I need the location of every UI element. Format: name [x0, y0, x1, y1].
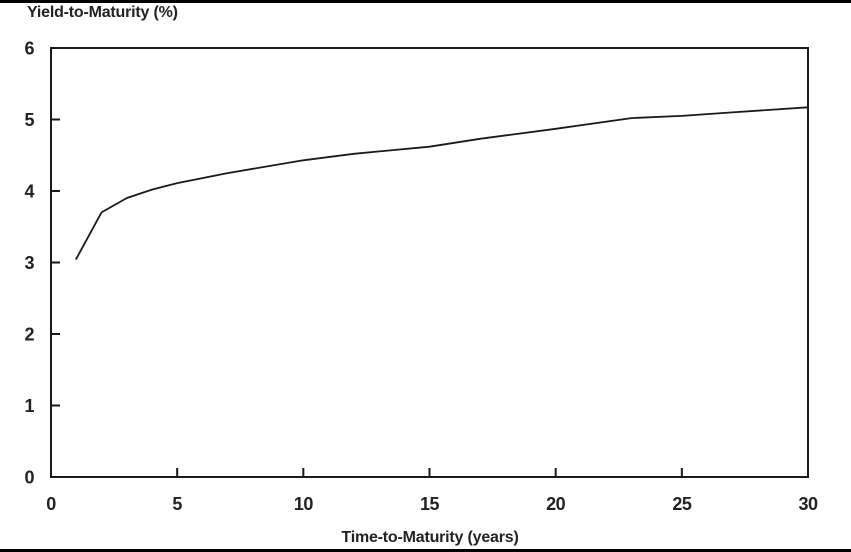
- y-tick-label: 1: [24, 396, 34, 416]
- x-tick-label: 15: [420, 494, 440, 514]
- y-tick-label: 4: [24, 182, 34, 202]
- y-tick-label: 3: [24, 253, 34, 273]
- y-tick-label: 6: [24, 39, 34, 59]
- x-tick-label: 0: [46, 494, 56, 514]
- x-tick-label: 10: [294, 494, 314, 514]
- y-tick-label: 5: [24, 110, 34, 130]
- x-axis-title: Time-to-Maturity (years): [341, 529, 519, 546]
- x-tick-label: 30: [798, 494, 818, 514]
- plot-frame: [50, 47, 809, 478]
- y-axis-title: Yield-to-Maturity (%): [27, 4, 178, 21]
- y-tick-label: 2: [24, 325, 34, 345]
- x-tick-label: 20: [546, 494, 566, 514]
- top-rule: [0, 0, 851, 3]
- bottom-rule: [0, 549, 851, 552]
- x-tick-label: 25: [672, 494, 692, 514]
- yield-curve-line: [75, 106, 809, 260]
- y-tick-label: 0: [24, 468, 34, 488]
- x-tick-label: 5: [172, 494, 182, 514]
